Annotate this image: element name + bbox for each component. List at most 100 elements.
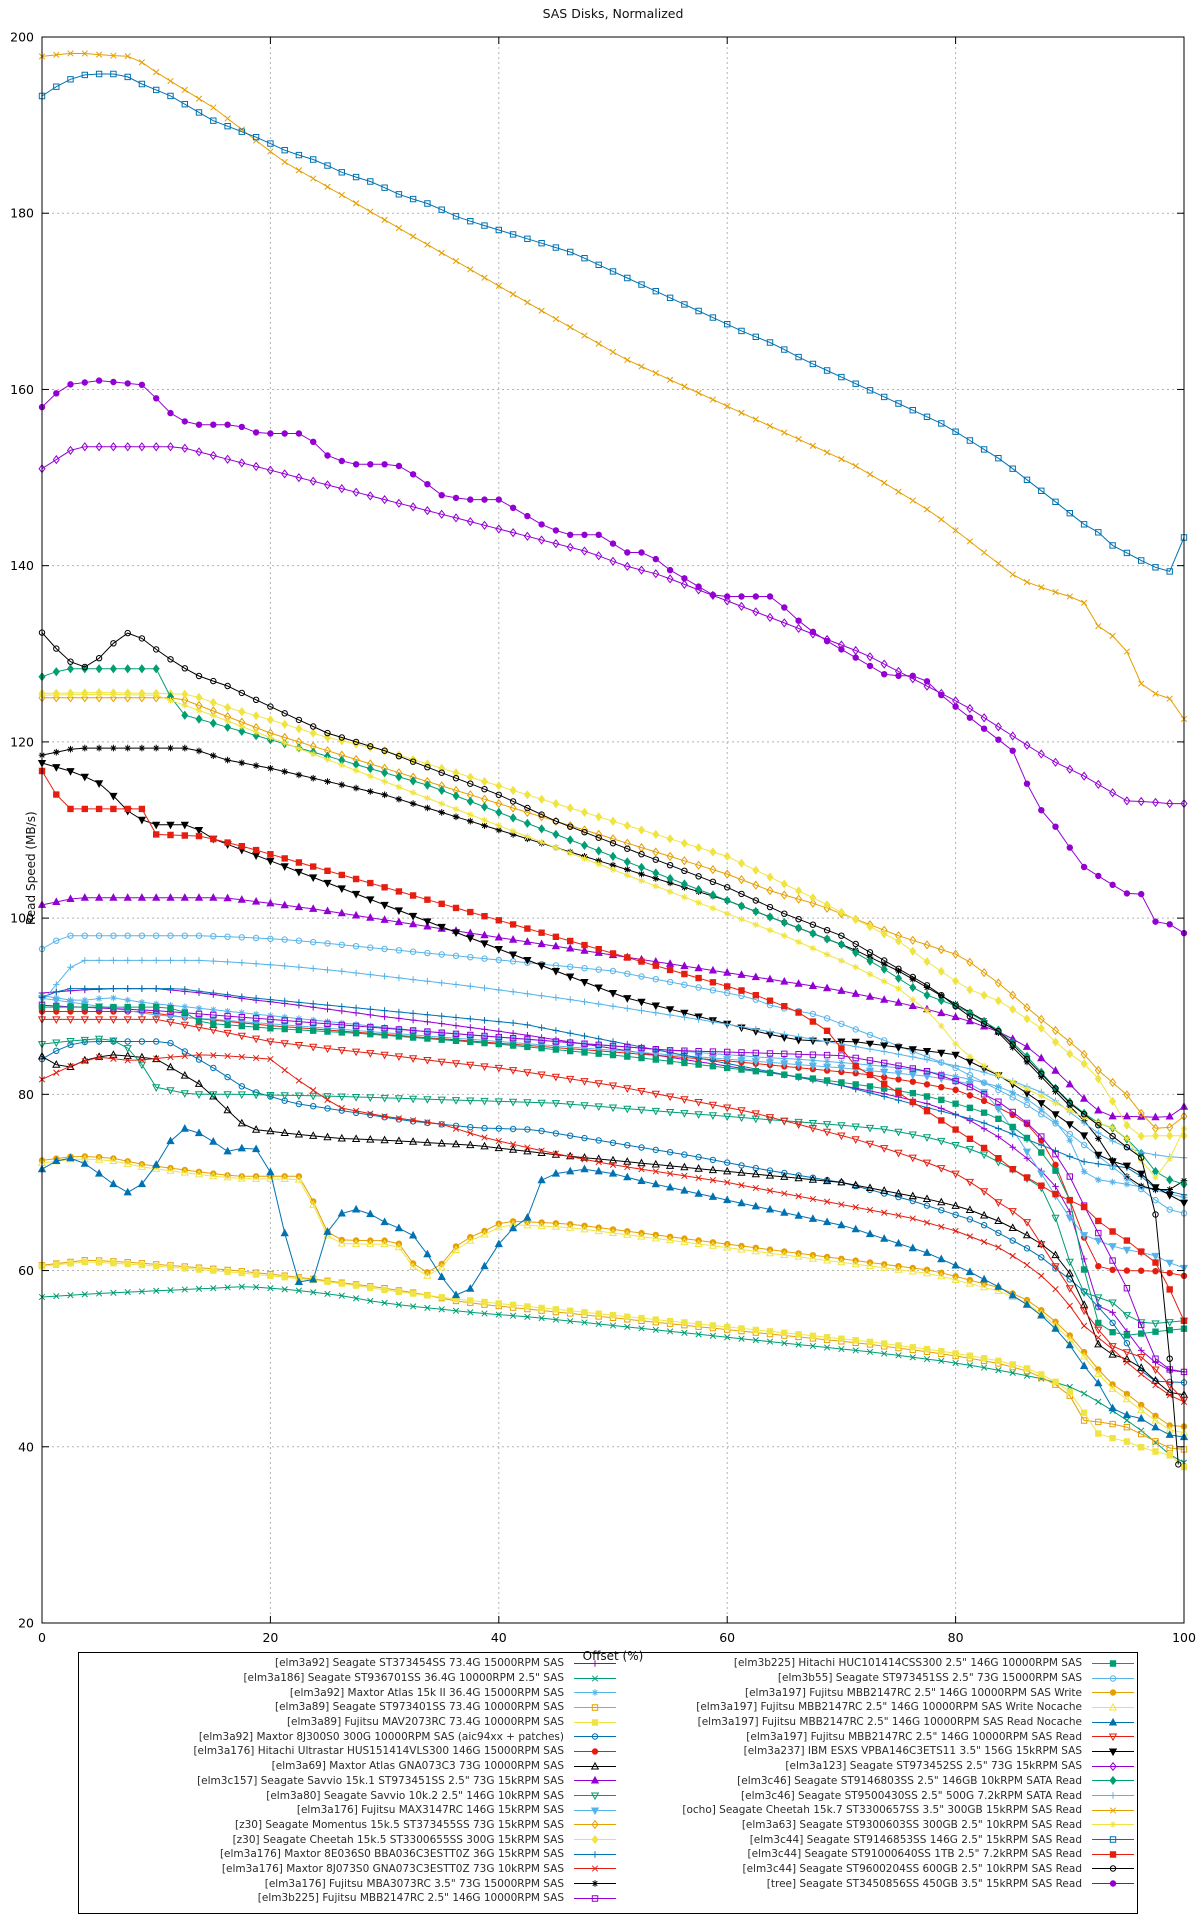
legend-marker-sample <box>1092 1776 1134 1786</box>
legend-marker-sample <box>1092 1717 1134 1726</box>
legend-label: [elm3a237] IBM ESXS VPBA146C3ETS11 3.5" … <box>743 1745 1082 1758</box>
legend-item: [z30] Seagate Momentus 15k.5 ST373455SS … <box>82 1818 618 1833</box>
legend-label: [elm3a176] Maxtor 8J073S0 GNA073C3ESTT0Z… <box>221 1862 564 1875</box>
x-tick-label: 100 <box>1172 1630 1196 1645</box>
legend-item: [elm3a69] Maxtor Atlas GNA073C3 73G 1000… <box>82 1759 618 1774</box>
series-line-9 <box>41 1038 1185 1324</box>
legend-label: [elm3a69] Maxtor Atlas GNA073C3 73G 1000… <box>271 1760 564 1773</box>
legend-label: [elm3a92] Maxtor 8J300S0 300G 10000RPM S… <box>198 1730 564 1743</box>
y-tick-label: 140 <box>10 558 34 573</box>
legend-item: [elm3a197] Fujitsu MBB2147RC 2.5" 146G 1… <box>600 1715 1136 1730</box>
y-tick-label: 60 <box>18 1263 34 1278</box>
legend-marker-sample <box>1092 1702 1134 1711</box>
series-markers-22 <box>37 1016 1189 1405</box>
legend-label: [elm3a176] Hitachi Ultrastar HUS151414VL… <box>193 1745 564 1758</box>
y-tick-label: 180 <box>10 206 34 221</box>
series-markers-29 <box>38 70 1188 575</box>
legend-label: [elm3a186] Seagate ST936701SS 36.4G 1000… <box>243 1672 564 1685</box>
legend-item: [elm3c44] Seagate ST91000640SS 1TB 2.5" … <box>600 1847 1136 1862</box>
y-tick-label: 80 <box>18 1087 34 1102</box>
legend-marker-sample <box>1092 1660 1134 1667</box>
x-tick-label: 80 <box>948 1630 964 1645</box>
legend-label: [elm3b225] Fujitsu MBB2147RC 2.5" 146G 1… <box>257 1892 564 1905</box>
x-tick-label: 0 <box>38 1630 46 1645</box>
legend-item: [elm3b225] Fujitsu MBB2147RC 2.5" 146G 1… <box>82 1891 618 1906</box>
legend-marker-sample <box>574 1761 616 1770</box>
legend-label: [elm3a197] Fujitsu MBB2147RC 2.5" 146G 1… <box>697 1716 1082 1729</box>
legend-box <box>78 1652 1138 1914</box>
legend-label: [z30] Seagate Momentus 15k.5 ST373455SS … <box>234 1818 564 1831</box>
legend-label: [elm3a176] Fujitsu MAX3147RC 146G 15kRPM… <box>296 1804 564 1817</box>
legend-item: [elm3a63] Seagate ST9300603SS 300GB 2.5"… <box>600 1818 1136 1833</box>
legend-marker-sample <box>574 1895 616 1902</box>
legend-item: [elm3a89] Seagate ST973401SS 73.4G 10000… <box>82 1700 618 1715</box>
legend-label: [elm3c44] Seagate ST91000640SS 1TB 2.5" … <box>747 1848 1082 1861</box>
legend-item: [elm3a92] Maxtor 8J300S0 300G 10000RPM S… <box>82 1729 618 1744</box>
legend-label: [elm3a197] Fujitsu MBB2147RC 2.5" 146G 1… <box>744 1686 1082 1699</box>
legend-item: [elm3b225] Hitachi HUC101414CSS300 2.5" … <box>600 1656 1136 1671</box>
legend-label: [elm3c46] Seagate ST9146803SS 2.5" 146GB… <box>737 1774 1082 1787</box>
series-markers-9 <box>37 1035 1189 1329</box>
legend-label: [elm3c157] Seagate Savvio 15k.1 ST973451… <box>197 1774 564 1787</box>
legend-label: [z30] Seagate Cheetah 15k.5 ST3300655SS … <box>232 1833 564 1846</box>
y-tick-label: 20 <box>18 1616 34 1631</box>
legend-marker-sample <box>574 1674 616 1682</box>
legend-label: [elm3a89] Fujitsu MAV2073RC 73.4G 10000R… <box>286 1716 564 1729</box>
legend-marker-sample <box>1092 1689 1134 1696</box>
legend-marker-sample <box>574 1733 616 1740</box>
legend-item: [elm3c157] Seagate Savvio 15k.1 ST973451… <box>82 1774 618 1789</box>
legend-item: [elm3a176] Fujitsu MAX3147RC 146G 15kRPM… <box>82 1803 618 1818</box>
legend-item: [elm3a176] Maxtor 8J073S0 GNA073C3ESTT0Z… <box>82 1862 618 1877</box>
legend-item: [elm3a186] Seagate ST936701SS 36.4G 1000… <box>82 1671 618 1686</box>
series-markers-27 <box>38 50 1188 723</box>
legend-label: [elm3b55] Seagate ST973451SS 2.5" 73G 15… <box>777 1672 1082 1685</box>
series-line-11 <box>42 697 1185 1129</box>
series-markers-16 <box>38 1002 1188 1376</box>
legend-column-left: [elm3a92] Seagate ST373454SS 73.4G 15000… <box>82 1656 618 1906</box>
legend-marker-sample <box>574 1880 616 1887</box>
legend-item: [elm3a176] Fujitsu MBA3073RC 3.5" 73G 15… <box>82 1876 618 1891</box>
series-line-29 <box>41 73 1185 573</box>
legend-label: [elm3c44] Seagate ST9146853SS 146G 2.5" … <box>749 1833 1082 1846</box>
legend-marker-sample <box>574 1776 616 1784</box>
legend-label: [elm3a92] Seagate ST373454SS 73.4G 15000… <box>274 1657 564 1670</box>
legend-label: [elm3a176] Fujitsu MBA3073RC 3.5" 73G 15… <box>264 1877 564 1890</box>
legend-marker-sample <box>574 1704 616 1711</box>
legend-item: [elm3a123] Seagate ST973452SS 2.5" 73G 1… <box>600 1759 1136 1774</box>
legend-label: [elm3b225] Hitachi HUC101414CSS300 2.5" … <box>733 1657 1082 1670</box>
legend-label: [elm3c46] Seagate ST9500430SS 2.5" 500G … <box>741 1789 1082 1802</box>
legend-column-right: [elm3b225] Hitachi HUC101414CSS300 2.5" … <box>600 1656 1136 1891</box>
legend-item: [elm3a92] Maxtor Atlas 15k II 36.4G 1500… <box>82 1685 618 1700</box>
legend-marker-sample <box>1092 1836 1134 1843</box>
series-line-22 <box>42 1018 1185 1401</box>
legend-marker-sample <box>574 1718 616 1726</box>
legend-label: [elm3a89] Seagate ST973401SS 73.4G 10000… <box>274 1701 564 1714</box>
legend-marker-sample <box>574 1820 616 1830</box>
legend-marker-sample <box>1092 1807 1134 1814</box>
legend-label: [elm3a197] Fujitsu MBB2147RC 2.5" 146G 1… <box>746 1730 1082 1743</box>
legend-item: [z30] Seagate Cheetah 15k.5 ST3300655SS … <box>82 1832 618 1847</box>
legend-item: [elm3a89] Fujitsu MAV2073RC 73.4G 10000R… <box>82 1715 618 1730</box>
legend-item: [tree] Seagate ST3450856SS 450GB 3.5" 15… <box>600 1876 1136 1891</box>
x-tick-label: 20 <box>262 1630 278 1645</box>
legend-label: [elm3a176] Maxtor 8E036S0 BBA036C3ESTT0Z… <box>219 1848 564 1861</box>
legend-item: [elm3a176] Maxtor 8E036S0 BBA036C3ESTT0Z… <box>82 1847 618 1862</box>
legend-item: [elm3c46] Seagate ST9146803SS 2.5" 146GB… <box>600 1774 1136 1789</box>
series-markers-32 <box>38 377 1188 937</box>
legend-item: [elm3a80] Seagate Savvio 10k.2 2.5" 146G… <box>82 1788 618 1803</box>
series-line-15 <box>41 747 1185 1190</box>
legend-label: [elm3a123] Seagate ST973452SS 2.5" 73G 1… <box>785 1760 1082 1773</box>
series-markers-30 <box>38 767 1188 1324</box>
legend-marker-sample <box>1092 1880 1134 1887</box>
y-tick-label: 160 <box>10 382 34 397</box>
y-tick-label: 120 <box>10 734 34 749</box>
legend-marker-sample <box>574 1792 616 1801</box>
legend-label: [elm3a197] Fujitsu MBB2147RC 2.5" 146G 1… <box>696 1701 1082 1714</box>
legend-item: [elm3a176] Hitachi Ultrastar HUS151414VL… <box>82 1744 618 1759</box>
legend-marker-sample <box>1092 1761 1134 1771</box>
legend-marker-sample <box>1092 1748 1134 1757</box>
series-markers-7 <box>37 1050 1189 1398</box>
legend-item: [ocho] Seagate Cheetah 15k.7 ST3300657SS… <box>600 1803 1136 1818</box>
legend-marker-sample <box>1092 1674 1134 1682</box>
